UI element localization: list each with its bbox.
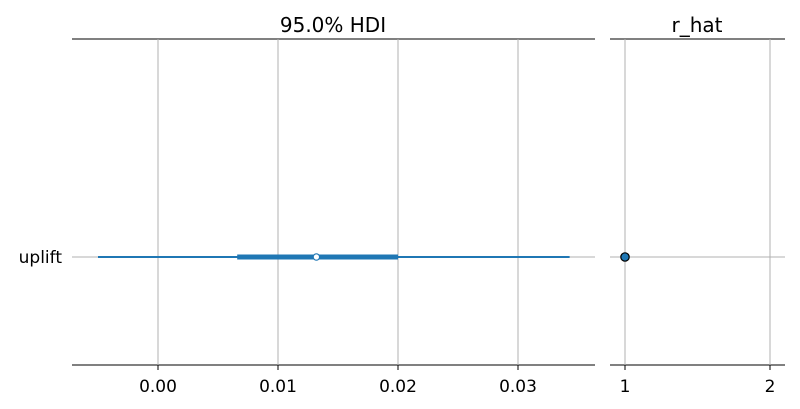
rhat-panel-title: r_hat: [672, 13, 723, 37]
hdi-panel-title: 95.0% HDI: [280, 13, 386, 37]
hdi-x-ticks: 0.00 0.01 0.02 0.03: [139, 365, 537, 397]
rhat-point-marker: [620, 252, 630, 262]
hdi-point-estimate-marker: [312, 253, 321, 261]
hdi-tick-label: 0.00: [139, 377, 177, 397]
hdi-tick-label: 0.02: [379, 377, 417, 397]
hdi-panel: 95.0% HDI 0.00 0.01 0.02 0.03: [72, 13, 595, 397]
hdi-gridlines: [72, 39, 595, 365]
y-tick-label-variable: uplift: [19, 248, 63, 268]
rhat-tick-label: 1: [620, 377, 631, 397]
hdi-tick-label: 0.01: [259, 377, 297, 397]
rhat-gridlines: [610, 39, 785, 365]
rhat-marks: [620, 252, 630, 262]
hdi-marks: [98, 253, 570, 261]
rhat-tick-label: 2: [765, 377, 776, 397]
variable-labels: uplift: [19, 248, 63, 268]
hdi-tick-label: 0.03: [499, 377, 537, 397]
